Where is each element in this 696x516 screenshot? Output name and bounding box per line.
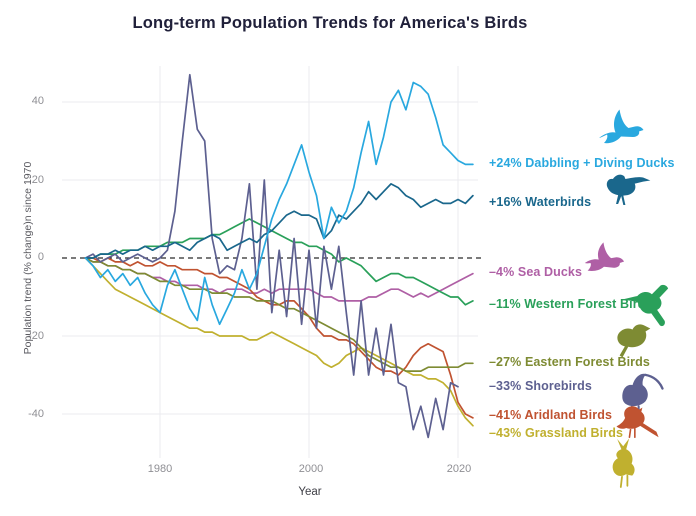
series-line-dabbling-diving-ducks: [84, 81, 474, 326]
flying-duck-icon: [576, 106, 664, 156]
legend-label-eastern-forest-birds: –27% Eastern Forest Birds: [489, 355, 650, 369]
y-tick-40: 40: [31, 95, 44, 107]
series-line-shorebirds: [84, 73, 459, 439]
legend-label-dabbling-diving-ducks: +24% Dabbling + Diving Ducks: [489, 156, 675, 170]
y-tick-20: 20: [31, 174, 44, 186]
x-tick-2020: 2020: [446, 463, 472, 475]
meadowlark-icon: [595, 428, 655, 498]
y-axis-title: Population trend (% change)n since 1970: [22, 161, 34, 355]
y-tick-neg20: -20: [28, 330, 44, 342]
x-axis-title: Year: [298, 486, 322, 498]
sea-duck-icon: [568, 238, 638, 286]
series-line-grassland-birds: [84, 257, 474, 427]
x-tick-2000: 2000: [298, 463, 324, 475]
series-line-eastern-forest-birds: [84, 257, 474, 372]
legend-label-aridland-birds: –41% Aridland Birds: [489, 408, 612, 422]
legend-label-grassland-birds: –43% Grassland Birds: [489, 426, 624, 440]
songbird-icon: [604, 318, 664, 366]
legend-label-shorebirds: –33% Shorebirds: [489, 379, 592, 393]
series-line-western-forest-birds: [84, 218, 474, 306]
y-tick-neg40: -40: [28, 408, 44, 420]
series-line-waterbirds: [84, 183, 474, 259]
legend-label-western-forest-birds: –11% Western Forest Birds: [489, 297, 653, 311]
x-tick-1980: 1980: [147, 463, 173, 475]
y-tick-0: 0: [37, 251, 44, 263]
hummingbird-icon: [618, 278, 680, 336]
chart-title: Long-term Population Trends for America'…: [132, 14, 528, 32]
legend-label-sea-ducks: –4% Sea Ducks: [489, 265, 583, 279]
legend-label-waterbirds: +16% Waterbirds: [489, 195, 592, 209]
rail-icon: [586, 166, 670, 218]
thrasher-icon: [600, 394, 674, 448]
series-line-aridland-birds: [84, 257, 474, 419]
